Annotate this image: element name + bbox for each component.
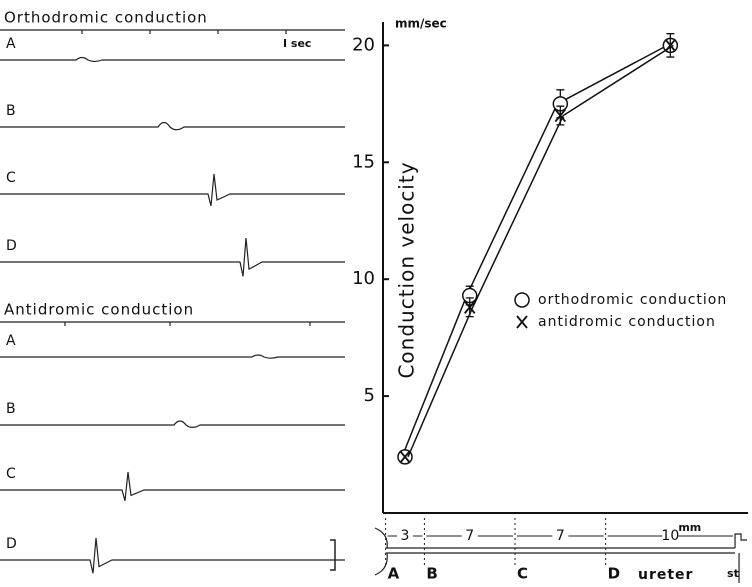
- y-tick-label: 15: [352, 151, 375, 172]
- trace-label: D: [6, 536, 17, 552]
- point: [399, 450, 411, 464]
- y-axis-label: Conduction velocity: [395, 161, 419, 378]
- orthodromic-title: Orthodromic conduction: [4, 9, 208, 27]
- y-tick-label: 10: [352, 268, 375, 289]
- ureter-label: ureter: [638, 567, 693, 583]
- series-line: [407, 44, 674, 458]
- trace-label: A: [6, 333, 16, 349]
- trace: [0, 537, 345, 574]
- amplitude-scale: [330, 539, 336, 571]
- time-marker-line: [0, 321, 345, 326]
- point: [664, 38, 677, 52]
- legend-marker: [514, 292, 530, 308]
- y-tick-label: 5: [364, 385, 375, 406]
- legend-label: antidromic conduction: [538, 314, 716, 330]
- point: [554, 108, 567, 123]
- y-tick-label: 20: [352, 34, 375, 55]
- trace: [0, 237, 345, 277]
- legend-label: orthodromic conduction: [538, 292, 727, 308]
- series-line: [401, 44, 668, 458]
- segment-label: 7: [556, 528, 565, 544]
- trace: [0, 354, 345, 359]
- y-unit: mm/sec: [395, 17, 447, 31]
- time-marker-line: [0, 29, 345, 34]
- electrode-label: D: [608, 565, 620, 583]
- trace: [0, 420, 345, 428]
- trace-label: B: [6, 103, 16, 119]
- electrode-label: C: [517, 565, 528, 583]
- trace: [0, 56, 345, 63]
- trace-label: A: [6, 36, 16, 52]
- ureter-outline: [374, 527, 748, 583]
- time-scale: I sec: [283, 37, 311, 50]
- legend-marker: [516, 315, 528, 329]
- electrode-label: st: [727, 567, 739, 580]
- trace-label: D: [6, 238, 17, 254]
- segment-label: 7: [465, 528, 474, 544]
- segment-label: 3: [401, 528, 410, 544]
- antidromic-title: Antidromic conduction: [4, 301, 194, 319]
- trace: [0, 121, 345, 131]
- trace-label: C: [6, 466, 16, 482]
- segment-label: 10: [661, 528, 679, 544]
- electrode-label: B: [426, 565, 437, 583]
- trace: [0, 471, 345, 501]
- trace-label: C: [6, 170, 16, 186]
- trace-label: B: [6, 401, 16, 417]
- unit-label: mm: [678, 521, 701, 534]
- trace: [0, 173, 345, 207]
- electrode-label: A: [388, 565, 400, 583]
- point: [464, 300, 476, 314]
